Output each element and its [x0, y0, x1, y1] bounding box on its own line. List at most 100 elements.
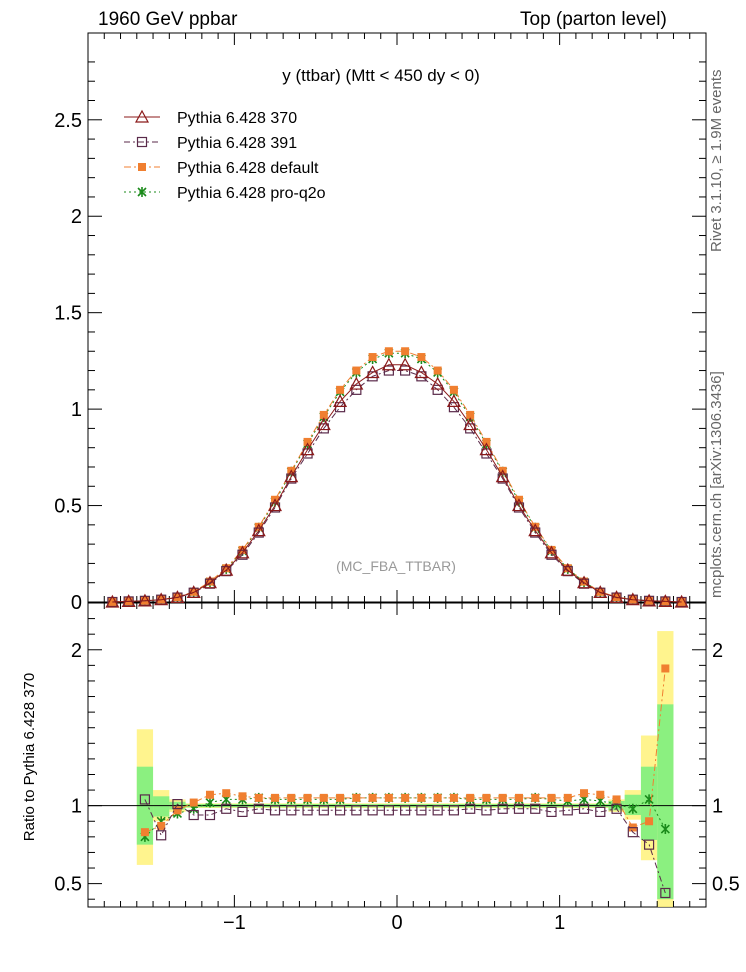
series-point-0	[121, 594, 136, 608]
ratio-point-1	[188, 809, 199, 821]
series-point-0	[235, 545, 250, 559]
ratio-point-2	[368, 793, 377, 802]
ratio-point-1	[204, 809, 216, 821]
series-point-0	[446, 394, 461, 408]
series-point-0	[333, 394, 348, 408]
series-point-2	[466, 410, 475, 419]
ratio-point-1	[139, 794, 151, 805]
ratio-point-1	[530, 803, 541, 814]
y-tick-label: 0.5	[54, 496, 82, 518]
ratio-point-2	[157, 821, 166, 830]
ratio-point-2	[336, 793, 345, 802]
ratio-point-1	[400, 805, 411, 816]
legend-label-0: Pythia 6.428 370	[177, 110, 297, 127]
series-point-0	[495, 469, 510, 483]
ratio-point-2	[498, 793, 507, 802]
legend-marker-3	[137, 187, 147, 197]
ratio-point-1	[578, 803, 590, 814]
ratio-point-3	[660, 824, 670, 835]
series-point-0	[365, 365, 380, 379]
ratio-point-3	[628, 803, 638, 814]
series-point-2	[319, 410, 328, 419]
series-point-0	[202, 575, 217, 589]
series-line-1	[112, 370, 682, 603]
ratio-axis-label: Ratio to Pythia 6.428 370	[21, 673, 38, 841]
ratio-point-1	[595, 806, 606, 818]
series-point-2	[222, 564, 231, 573]
series-point-0	[609, 590, 624, 603]
ratio-y-tick-label: 1	[71, 796, 82, 818]
series-point-0	[170, 590, 185, 603]
ratio-point-2	[612, 795, 621, 804]
series-point-1	[416, 371, 427, 382]
series-point-1	[383, 365, 394, 376]
series-point-2	[254, 522, 263, 531]
ratio-point-2	[384, 793, 393, 802]
ratio-point-2	[645, 817, 654, 826]
ratio-point-2	[303, 793, 312, 802]
ratio-y-tick-label-right: 2	[712, 640, 723, 662]
ratio-point-1	[351, 805, 362, 816]
series-point-0	[105, 594, 120, 608]
x-tick-label: 0	[391, 912, 402, 934]
ratio-point-1	[448, 805, 460, 816]
ratio-point-1	[562, 805, 573, 816]
series-point-0	[300, 442, 315, 456]
ratio-point-1	[481, 805, 492, 816]
ratio-point-2	[319, 793, 328, 802]
series-point-0	[479, 442, 494, 456]
y-tick-label: 0	[71, 592, 82, 614]
ratio-point-1	[172, 799, 183, 810]
ratio-point-1	[432, 805, 443, 816]
ratio-point-2	[254, 793, 263, 802]
ratio-point-2	[466, 793, 475, 802]
ratio-point-1	[465, 803, 476, 814]
series-point-2	[531, 522, 540, 531]
ratio-point-2	[238, 792, 247, 801]
ratio-point-1	[156, 830, 167, 841]
series-point-0	[316, 417, 331, 431]
ratio-point-1	[367, 805, 378, 816]
series-point-2	[596, 587, 605, 596]
ratio-point-2	[271, 793, 280, 802]
ratio-point-2	[401, 793, 410, 802]
series-point-2	[384, 347, 393, 356]
ratio-point-2	[661, 664, 670, 673]
series-line-0	[112, 364, 682, 603]
series-point-2	[449, 385, 458, 394]
series-point-2	[368, 353, 377, 362]
ratio-point-1	[627, 827, 638, 838]
ratio-line-1	[144, 799, 666, 894]
series-point-0	[398, 357, 413, 371]
series-point-2	[417, 353, 426, 362]
series-point-0	[251, 523, 266, 537]
ratio-point-2	[352, 793, 361, 802]
ratio-point-2	[417, 793, 426, 802]
series-point-1	[367, 371, 378, 382]
series-point-0	[528, 523, 543, 537]
ratio-point-2	[531, 793, 540, 802]
series-point-0	[349, 376, 364, 390]
series-point-0	[544, 545, 559, 559]
ratio-point-1	[334, 805, 346, 816]
ratio-point-2	[514, 793, 523, 802]
series-point-0	[137, 593, 152, 607]
ratio-point-1	[497, 803, 508, 814]
ratio-point-1	[643, 839, 655, 850]
series-point-2	[336, 385, 345, 394]
series-point-0	[463, 417, 478, 431]
series-point-0	[268, 498, 283, 512]
series-point-0	[625, 592, 640, 606]
series-point-0	[560, 562, 575, 576]
y-tick-label: 2	[71, 206, 82, 228]
ratio-point-2	[482, 793, 491, 802]
series-point-0	[658, 594, 673, 608]
series-point-1	[432, 384, 443, 395]
series-point-0	[642, 593, 657, 607]
ratio-point-2	[189, 798, 198, 807]
ratio-point-1	[660, 887, 671, 899]
series-point-2	[677, 598, 686, 606]
header-right: Top (parton level)	[520, 9, 667, 30]
series-point-0	[186, 585, 201, 598]
